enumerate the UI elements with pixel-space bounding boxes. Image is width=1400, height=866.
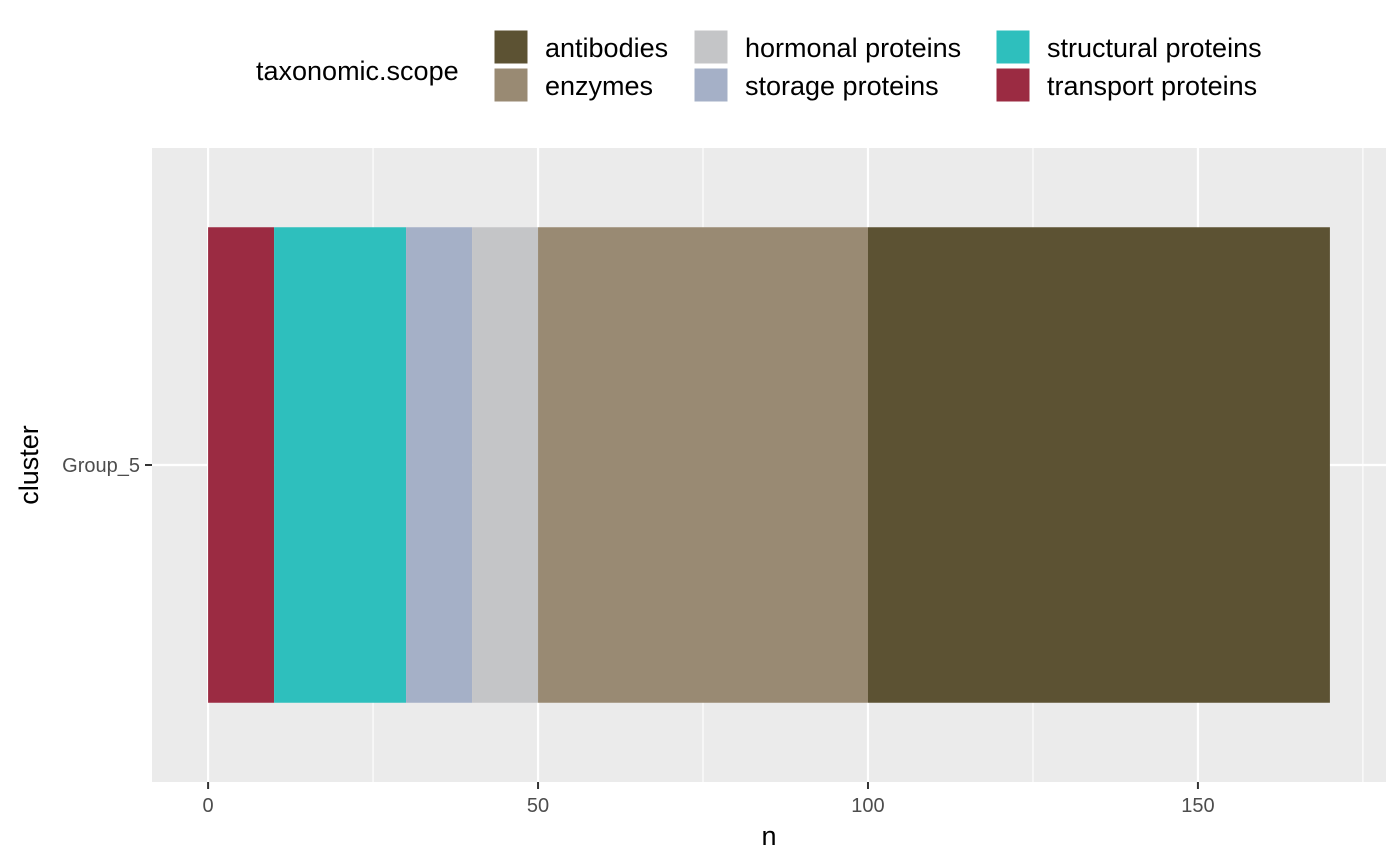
x-tick-label: 0 [203, 795, 214, 817]
legend-label: storage proteins [745, 71, 939, 101]
bar-antibodies [867, 227, 1330, 703]
legend-label: antibodies [545, 33, 668, 63]
legend-key-structural-proteins [995, 29, 1031, 65]
legend-label: structural proteins [1047, 33, 1262, 63]
legend-key-hormonal-proteins [693, 29, 729, 65]
y-axis: Group_5 [62, 455, 152, 477]
bar-structural-proteins [274, 227, 407, 703]
legend-item-storage-proteins: storage proteins [693, 67, 939, 103]
y-axis-title: cluster [14, 425, 44, 505]
legend-label: enzymes [545, 71, 653, 101]
legend-item-hormonal-proteins: hormonal proteins [693, 29, 961, 65]
legend: taxonomic.scope antibodies enzymes hormona… [256, 29, 1262, 103]
bar-hormonal-proteins [472, 227, 539, 703]
legend-key-storage-proteins [693, 67, 729, 103]
legend-items: antibodies enzymes hormonal proteins storag… [493, 29, 1262, 103]
legend-item-antibodies: antibodies [493, 29, 668, 65]
y-tick-label: Group_5 [62, 455, 140, 477]
bar-transport-proteins [208, 227, 275, 703]
x-tick-label: 150 [1181, 795, 1214, 817]
legend-item-transport-proteins: transport proteins [995, 67, 1257, 103]
bar-enzymes [538, 227, 868, 703]
legend-key-transport-proteins [995, 67, 1031, 103]
legend-title: taxonomic.scope [256, 56, 459, 86]
legend-key-antibodies [493, 29, 529, 65]
legend-label: hormonal proteins [745, 33, 961, 63]
x-tick-label: 50 [527, 795, 549, 817]
legend-label: transport proteins [1047, 71, 1257, 101]
x-axis: 0 50 100 150 [203, 782, 1215, 817]
x-tick-label: 100 [851, 795, 884, 817]
legend-item-structural-proteins: structural proteins [995, 29, 1262, 65]
bars [208, 227, 1330, 703]
legend-key-enzymes [493, 67, 529, 103]
bar-storage-proteins [406, 227, 473, 703]
x-axis-title: n [761, 821, 776, 851]
legend-item-enzymes: enzymes [493, 67, 653, 103]
